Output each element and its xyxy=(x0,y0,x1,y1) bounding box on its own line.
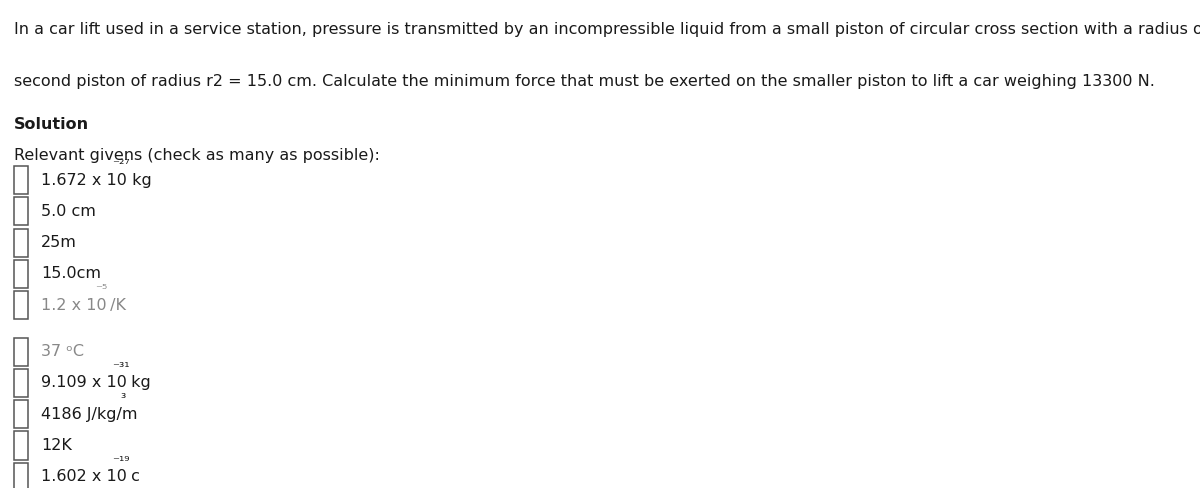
Text: /K: /K xyxy=(106,298,126,313)
Text: Relevant givens (check as many as possible):: Relevant givens (check as many as possib… xyxy=(14,147,380,163)
Text: 1.2 x 10: 1.2 x 10 xyxy=(41,298,107,313)
Bar xyxy=(14,431,28,460)
Bar xyxy=(14,400,28,428)
Text: ⁻²⁷: ⁻²⁷ xyxy=(112,158,130,171)
Text: ⁻¹⁹: ⁻¹⁹ xyxy=(112,455,130,468)
Bar xyxy=(14,338,28,366)
Bar xyxy=(14,291,28,319)
Text: 15.0cm: 15.0cm xyxy=(41,266,101,282)
Text: ⁻³¹: ⁻³¹ xyxy=(112,361,130,374)
Text: 1.672 x 10: 1.672 x 10 xyxy=(41,173,127,187)
Text: In a car lift used in a service station, pressure is transmitted by an incompres: In a car lift used in a service station,… xyxy=(14,21,1200,37)
Text: 4186 J/kg/m: 4186 J/kg/m xyxy=(41,407,138,422)
Text: kg: kg xyxy=(127,173,151,187)
Bar xyxy=(14,197,28,225)
Bar xyxy=(14,260,28,288)
Text: 1.602 x 10: 1.602 x 10 xyxy=(41,469,127,484)
Text: ⁻⁵: ⁻⁵ xyxy=(95,283,108,296)
Bar xyxy=(14,166,28,194)
Text: 12K: 12K xyxy=(41,438,72,453)
Text: 5.0 cm: 5.0 cm xyxy=(41,204,96,219)
Text: second piston of radius r2 = 15.0 cm. Calculate the minimum force that must be e: second piston of radius r2 = 15.0 cm. Ca… xyxy=(14,74,1156,89)
Text: 37 ᵒC: 37 ᵒC xyxy=(41,344,84,359)
Bar xyxy=(14,228,28,257)
Text: Solution: Solution xyxy=(14,117,89,132)
Text: 25m: 25m xyxy=(41,235,77,250)
Bar xyxy=(14,369,28,397)
Bar xyxy=(14,463,28,488)
Text: c: c xyxy=(126,469,140,484)
Text: ³: ³ xyxy=(121,392,126,405)
Text: 9.109 x 10: 9.109 x 10 xyxy=(41,375,127,390)
Text: kg: kg xyxy=(126,375,151,390)
